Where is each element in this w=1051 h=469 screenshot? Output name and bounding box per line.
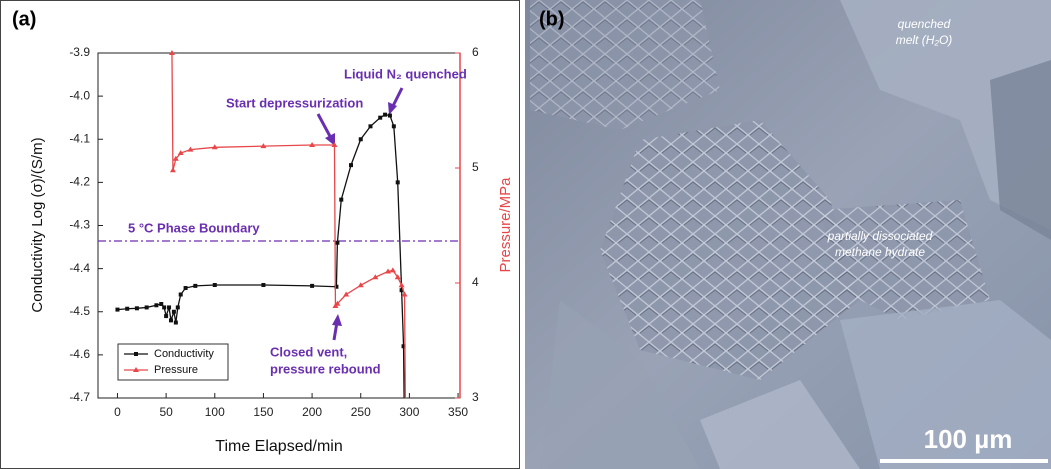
marker (384, 268, 391, 274)
marker (162, 305, 167, 310)
x-tick-label: 0 (114, 405, 121, 419)
marker (372, 274, 379, 280)
marker (378, 115, 383, 120)
x-tick-label: 350 (448, 405, 468, 419)
marker (339, 197, 344, 202)
marker (169, 167, 176, 173)
marker (167, 305, 172, 310)
marker (154, 303, 159, 308)
marker (177, 150, 184, 156)
image-label: quenched (898, 17, 951, 31)
image-label: partially dissociated (827, 229, 933, 243)
marker (398, 282, 405, 288)
marker (260, 143, 267, 149)
legend-label: Conductivity (154, 348, 214, 360)
legend-label: Pressure (154, 364, 198, 376)
x-tick-label: 50 (159, 405, 173, 419)
y-tick-label: -4.3 (69, 218, 90, 232)
marker (368, 124, 373, 129)
marker (399, 288, 404, 293)
y-tick-label: -4.0 (69, 88, 90, 102)
marker (334, 300, 341, 306)
y2-tick-label: 4 (472, 275, 479, 289)
annotation: Start depressurization (226, 95, 363, 110)
marker (183, 286, 188, 291)
x-tick-label: 200 (302, 405, 322, 419)
marker (358, 137, 363, 142)
marker (175, 305, 180, 310)
marker (134, 352, 138, 356)
y2-tick-label: 3 (472, 390, 479, 404)
marker (383, 112, 388, 117)
marker (343, 291, 350, 297)
image-label: methane hydrate (835, 245, 925, 259)
x-tick-label: 300 (399, 405, 419, 419)
y-tick-label: -4.5 (69, 304, 90, 318)
x-tick-label: 100 (205, 405, 225, 419)
marker (125, 306, 130, 311)
y-tick-label: -4.1 (69, 131, 90, 145)
marker (168, 50, 175, 55)
marker (334, 284, 339, 289)
marker (394, 274, 401, 280)
marker (395, 180, 400, 185)
x-axis-label: Time Elapsed/min (215, 438, 342, 455)
marker (193, 283, 198, 288)
y-tick-label: -3.9 (69, 45, 90, 59)
image-label: melt (H₂O) (896, 33, 953, 47)
marker (173, 320, 178, 325)
y2-tick-label: 6 (472, 45, 479, 59)
annotations: Start depressurization Liquid N₂ quenche… (226, 66, 467, 376)
panel-a-border (0, 0, 520, 469)
marker (391, 124, 396, 129)
marker (159, 301, 164, 306)
marker (310, 283, 315, 288)
scale-bar (880, 459, 1048, 463)
marker (178, 292, 183, 297)
marker (115, 307, 120, 312)
marker (212, 283, 217, 288)
x-tick-label: 150 (253, 405, 273, 419)
marker (211, 144, 218, 150)
panel-label: (b) (539, 8, 565, 30)
scale-bar-label: 100 µm (924, 424, 1013, 454)
marker (309, 142, 316, 147)
marker (164, 314, 169, 319)
marker (171, 309, 176, 314)
annotation: Closed vent, (270, 344, 347, 359)
y-tick-label: -4.6 (69, 347, 90, 361)
panel-label: (a) (12, 8, 36, 30)
y-tick-label: -4.7 (69, 390, 90, 404)
reference-label: 5 °C Phase Boundary (128, 220, 260, 235)
marker (172, 155, 179, 161)
marker (401, 344, 406, 349)
marker (168, 318, 173, 323)
legend-box (117, 343, 229, 381)
marker (389, 267, 396, 273)
marker (133, 367, 139, 372)
marker (331, 142, 338, 147)
y2-axis-label: Pressure/MPa (497, 177, 514, 273)
y-tick-label: -4.4 (69, 261, 90, 275)
panel-b: (b) quenched melt (H₂O) partially dissoc… (525, 0, 1051, 469)
marker (335, 240, 340, 245)
marker (187, 146, 194, 152)
marker (261, 283, 266, 288)
y-tick-label: -4.2 (69, 175, 90, 189)
x-tick-label: 250 (351, 405, 371, 419)
marker (349, 163, 354, 168)
marker (144, 305, 149, 310)
marker (357, 282, 364, 288)
plot-data (115, 50, 408, 398)
marker (401, 291, 408, 297)
marker (387, 113, 392, 118)
marker (134, 306, 139, 311)
annotation: Liquid N₂ quenched (344, 66, 467, 81)
annotation: pressure rebound (270, 361, 381, 376)
y-axis-label: Conductivity Log (σ)/(S/m) (29, 137, 46, 312)
y2-tick-label: 5 (472, 160, 479, 174)
